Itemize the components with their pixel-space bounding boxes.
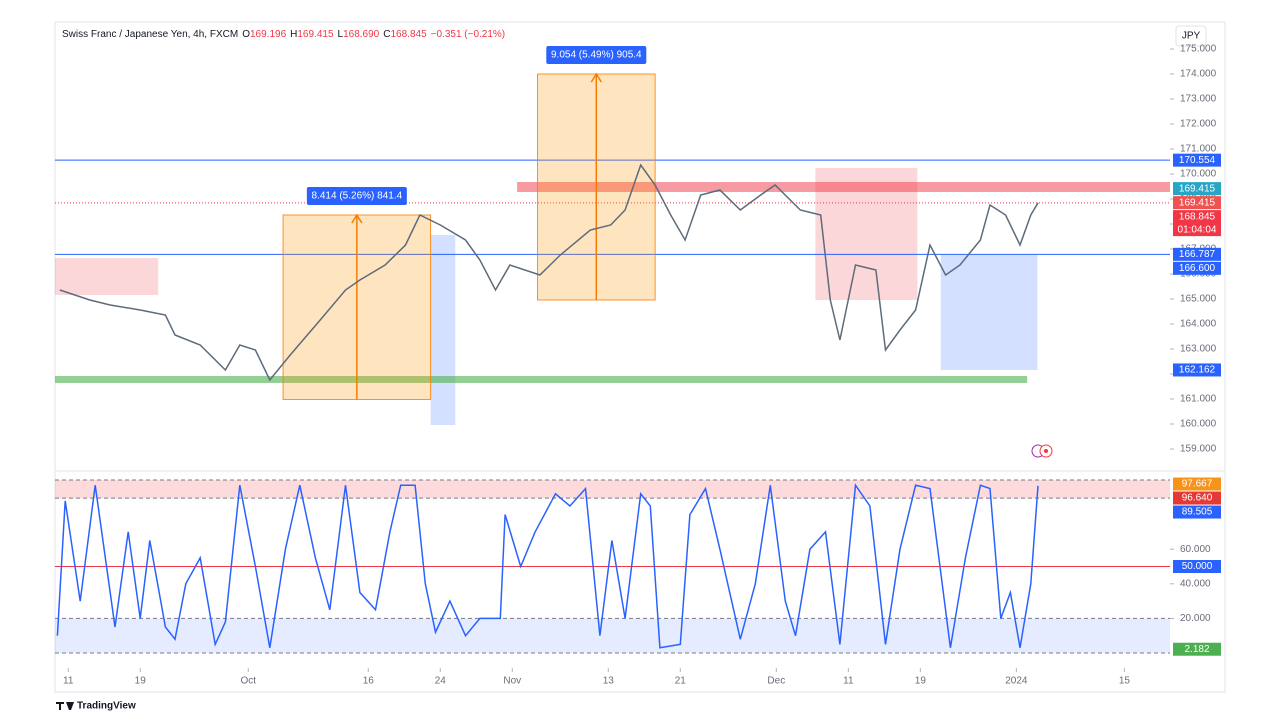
price-badge xyxy=(1173,477,1221,491)
y-tick-label: 165.000 xyxy=(1180,294,1217,305)
zone xyxy=(940,255,1038,370)
brand: TradingView xyxy=(77,701,136,712)
price-badge xyxy=(1173,210,1221,237)
ohlc-value: 168.845 xyxy=(390,29,427,40)
x-tick-label: 19 xyxy=(135,676,147,687)
price-badge xyxy=(1173,560,1221,573)
y-tick-label: 160.000 xyxy=(1180,419,1217,430)
indicator-icon[interactable] xyxy=(1031,444,1053,458)
measure-arrowhead xyxy=(590,72,602,83)
countdown: 01:04:04 xyxy=(1178,224,1217,235)
ohlc-value: 168.690 xyxy=(343,29,380,40)
price-badge-label: 166.787 xyxy=(1179,249,1216,260)
x-tick-label: 2024 xyxy=(1005,676,1028,687)
price-badge-label: 2.182 xyxy=(1184,644,1209,655)
price-badge xyxy=(1173,363,1221,377)
x-tick-label: Dec xyxy=(767,676,785,687)
x-tick-label: Oct xyxy=(240,676,256,687)
price-badge-label: 97.667 xyxy=(1182,479,1213,490)
y-tick-label: 20.000 xyxy=(1180,613,1211,624)
zone xyxy=(430,235,456,425)
x-tick-label: 11 xyxy=(63,676,74,687)
measure-label: 9.054 (5.49%) 905.4 xyxy=(551,50,642,61)
y-tick-label: 175.000 xyxy=(1180,44,1217,55)
ohlc-key: H xyxy=(290,29,297,40)
currency-button[interactable] xyxy=(1175,25,1207,47)
x-tick-label: 16 xyxy=(363,676,375,687)
level-band xyxy=(55,480,1170,499)
price-badge-label: 169.415 xyxy=(1179,183,1216,194)
price-badge-label: 166.600 xyxy=(1179,263,1216,274)
icon-dot[interactable] xyxy=(1044,449,1048,453)
measure-label-box xyxy=(306,187,407,205)
x-tick-label: 24 xyxy=(435,676,447,687)
brand-logo xyxy=(56,702,74,710)
price-badge xyxy=(1173,153,1221,167)
price-badge xyxy=(1173,247,1221,261)
price-badge xyxy=(1173,642,1221,656)
price-badge xyxy=(1173,505,1221,519)
price-badge-label: 89.505 xyxy=(1182,507,1213,518)
price-badge-label: 96.640 xyxy=(1182,493,1213,504)
price-badge-label: 50.000 xyxy=(1182,561,1213,572)
y-tick-label: 172.000 xyxy=(1180,119,1217,130)
zone xyxy=(517,182,1170,192)
x-tick-label: Nov xyxy=(503,676,521,687)
currency[interactable]: JPY xyxy=(1182,31,1201,42)
symbol: Swiss Franc / Japanese Yen, 4h, FXCM xyxy=(62,29,238,40)
y-tick-label: 170.000 xyxy=(1180,169,1217,180)
price-badge xyxy=(1173,182,1221,196)
change: −0.351 (−0.21%) xyxy=(431,29,506,40)
ohlc-key: L xyxy=(338,29,344,40)
measure-label: 8.414 (5.26%) 841.4 xyxy=(312,191,403,202)
level-band xyxy=(55,618,1170,653)
x-tick-label: 21 xyxy=(675,676,687,687)
y-tick-label: 164.000 xyxy=(1180,319,1217,330)
y-tick-label: 40.000 xyxy=(1180,578,1211,589)
ohlc-value: 169.196 xyxy=(250,29,287,40)
frame xyxy=(54,21,1226,693)
price-badge xyxy=(1173,491,1221,505)
x-tick-label: 11 xyxy=(843,676,854,687)
price-badge-label: 162.162 xyxy=(1179,365,1216,376)
y-tick-label: 163.000 xyxy=(1180,344,1217,355)
price-badge-label: 168.845 xyxy=(1179,211,1216,222)
measure-label-box xyxy=(546,46,647,64)
y-tick-label: 173.000 xyxy=(1180,94,1217,105)
zone xyxy=(55,376,1028,383)
ohlc-value: 169.415 xyxy=(297,29,334,40)
ohlc-key: O xyxy=(242,29,250,40)
x-tick-label: 13 xyxy=(603,676,615,687)
price-badge-label: 169.415 xyxy=(1179,197,1216,208)
zone xyxy=(55,258,159,295)
x-tick-label: 15 xyxy=(1119,676,1131,687)
x-tick-label: 19 xyxy=(915,676,927,687)
y-tick-label: 159.000 xyxy=(1180,444,1217,455)
measure-arrowhead xyxy=(351,213,363,224)
y-tick-label: 161.000 xyxy=(1180,394,1217,405)
y-tick-label: 174.000 xyxy=(1180,69,1217,80)
price-badge-label: 170.554 xyxy=(1179,155,1216,166)
price-badge xyxy=(1173,261,1221,275)
oscillator-line xyxy=(56,483,1039,649)
ohlc-key: C xyxy=(383,29,390,40)
legend-header: Swiss Franc / Japanese Yen, 4h, FXCM O169… xyxy=(62,29,505,40)
y-tick-label: 171.000 xyxy=(1180,144,1217,155)
y-tick-label: 60.000 xyxy=(1180,544,1211,555)
price-line xyxy=(59,163,1039,382)
price-badge xyxy=(1173,196,1221,210)
